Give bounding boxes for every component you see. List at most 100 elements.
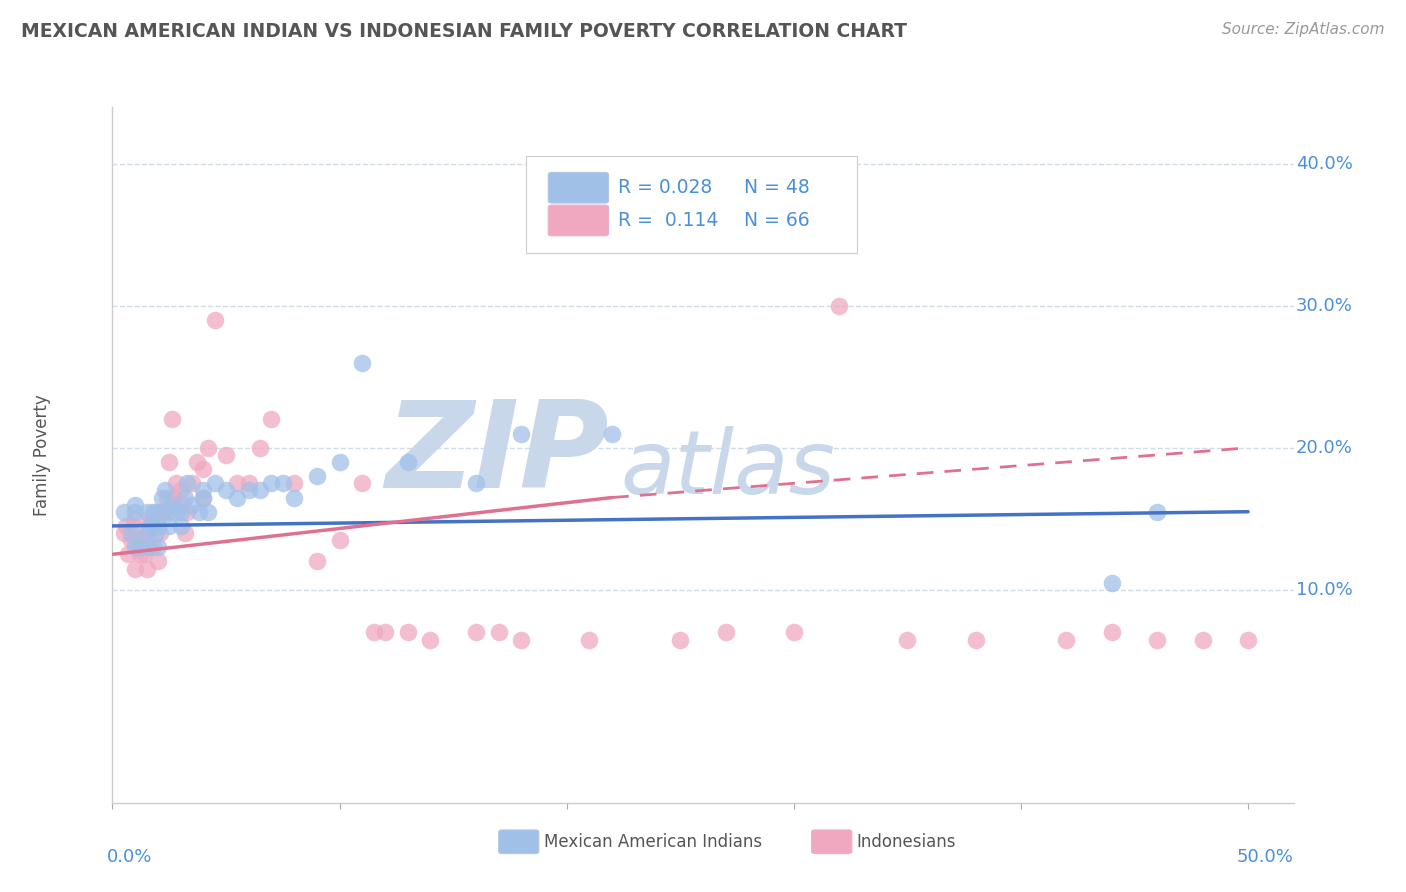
Point <box>163 491 186 505</box>
Point <box>363 625 385 640</box>
Point <box>374 625 396 640</box>
Point <box>600 426 623 441</box>
Point <box>488 625 510 640</box>
Point <box>305 554 328 568</box>
Point <box>193 491 215 505</box>
Point <box>1101 575 1123 590</box>
Point <box>138 519 160 533</box>
Point <box>193 483 215 498</box>
Text: atlas: atlas <box>620 425 835 512</box>
Point <box>783 625 806 640</box>
Point <box>139 512 162 526</box>
Text: N = 48: N = 48 <box>744 178 810 197</box>
Point <box>139 519 162 533</box>
Point <box>329 533 352 548</box>
Point <box>174 526 197 541</box>
Point <box>238 483 260 498</box>
Point <box>146 519 169 533</box>
Point <box>146 554 169 568</box>
Point <box>128 540 150 554</box>
Point <box>1146 632 1168 647</box>
Point <box>352 476 374 491</box>
Point <box>283 491 305 505</box>
Point <box>169 505 191 519</box>
Point <box>578 632 600 647</box>
Point <box>160 498 183 512</box>
Point <box>124 498 146 512</box>
Point <box>1101 625 1123 640</box>
Point <box>117 547 139 561</box>
Point <box>128 547 150 561</box>
Point <box>464 625 486 640</box>
Point <box>142 540 165 554</box>
Text: Indonesians: Indonesians <box>856 833 956 851</box>
Text: Mexican American Indians: Mexican American Indians <box>544 833 762 851</box>
Point <box>226 476 249 491</box>
Point <box>153 483 176 498</box>
Point <box>260 476 283 491</box>
Point <box>169 483 191 498</box>
Point <box>157 519 180 533</box>
Point <box>153 505 176 519</box>
Point <box>176 505 198 519</box>
Point <box>249 441 271 455</box>
Point <box>124 540 146 554</box>
Text: 20.0%: 20.0% <box>1296 439 1353 457</box>
Text: 10.0%: 10.0% <box>1296 581 1353 599</box>
Point <box>1237 632 1260 647</box>
Point <box>120 526 142 541</box>
Point <box>181 498 204 512</box>
Point <box>271 476 294 491</box>
Point <box>165 505 187 519</box>
Point <box>149 526 172 541</box>
Point <box>124 561 146 575</box>
Point <box>135 526 157 541</box>
Point <box>510 632 533 647</box>
Text: Family Poverty: Family Poverty <box>32 394 51 516</box>
Point <box>160 412 183 426</box>
Point <box>112 505 135 519</box>
Text: Source: ZipAtlas.com: Source: ZipAtlas.com <box>1222 22 1385 37</box>
Point <box>120 533 142 548</box>
Point <box>193 462 215 476</box>
Point <box>157 455 180 469</box>
Point <box>124 533 146 548</box>
Text: 0.0%: 0.0% <box>107 848 152 866</box>
Point <box>181 476 204 491</box>
Point <box>204 313 226 327</box>
Point <box>204 476 226 491</box>
Point <box>249 483 271 498</box>
Point <box>186 455 208 469</box>
Point <box>226 491 249 505</box>
Point <box>165 476 187 491</box>
Point <box>193 491 215 505</box>
Point <box>329 455 352 469</box>
Point <box>169 519 191 533</box>
Point <box>145 526 167 541</box>
Point <box>134 547 156 561</box>
FancyBboxPatch shape <box>499 830 538 854</box>
Point <box>152 505 174 519</box>
Point <box>146 519 169 533</box>
Point <box>135 561 157 575</box>
Point <box>122 519 145 533</box>
Point <box>1191 632 1213 647</box>
Point <box>146 505 169 519</box>
Point <box>238 476 260 491</box>
Point <box>283 476 305 491</box>
Point <box>510 426 533 441</box>
Point <box>187 505 209 519</box>
Text: 50.0%: 50.0% <box>1237 848 1294 866</box>
Point <box>419 632 441 647</box>
Point <box>131 533 153 548</box>
Point <box>152 491 174 505</box>
FancyBboxPatch shape <box>526 156 856 253</box>
FancyBboxPatch shape <box>548 172 609 203</box>
Point <box>156 491 179 505</box>
Point <box>124 512 146 526</box>
Point <box>124 505 146 519</box>
Point <box>197 441 219 455</box>
Point <box>305 469 328 483</box>
Text: 40.0%: 40.0% <box>1296 155 1353 173</box>
Point <box>396 455 419 469</box>
